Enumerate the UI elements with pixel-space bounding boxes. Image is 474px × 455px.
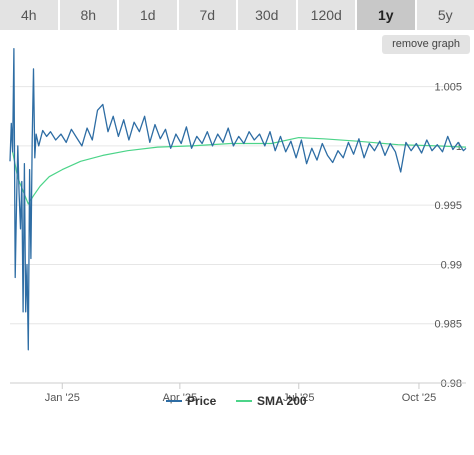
tab-1y[interactable]: 1y [357, 0, 417, 30]
series-line-sma-200[interactable] [12, 137, 467, 205]
remove-graph-button[interactable]: remove graph [382, 35, 470, 54]
x-tick-label: Jan '25 [45, 392, 80, 404]
x-tick-label: Jul '25 [283, 392, 314, 404]
chart-series [9, 48, 467, 351]
y-tick-label: 0.99 [441, 259, 462, 271]
tab-5y[interactable]: 5y [416, 0, 474, 30]
legend-label-price[interactable]: Price [187, 394, 217, 408]
chart-legend: Price SMA 200 [166, 394, 307, 408]
y-tick-label: 1.005 [434, 82, 462, 94]
x-axis-ticks: Jan '25 Apr '25 Jul '25 Oct '25 [45, 383, 437, 404]
y-tick-label: 0.985 [434, 319, 462, 331]
legend-label-sma-200[interactable]: SMA 200 [257, 394, 307, 408]
tab-120d[interactable]: 120d [297, 0, 357, 30]
y-tick-label: 0.98 [441, 378, 462, 390]
grid-lines [10, 86, 462, 384]
tab-4h[interactable]: 4h [0, 0, 60, 30]
tab-8h[interactable]: 8h [59, 0, 119, 30]
x-tick-label: Oct '25 [402, 392, 437, 404]
timeframe-tabs: 4h 8h 1d 7d 30d 120d 1y 5y [0, 0, 474, 30]
series-line-price[interactable] [9, 48, 467, 351]
tab-1d[interactable]: 1d [119, 0, 179, 30]
y-tick-label: 0.995 [434, 200, 462, 212]
tab-7d[interactable]: 7d [178, 0, 238, 30]
tab-30d[interactable]: 30d [238, 0, 298, 30]
